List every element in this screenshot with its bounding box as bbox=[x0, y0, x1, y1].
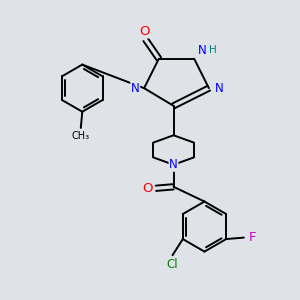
Text: N: N bbox=[169, 158, 178, 171]
Text: CH₃: CH₃ bbox=[72, 131, 90, 141]
Text: H: H bbox=[208, 46, 216, 56]
Text: Cl: Cl bbox=[167, 258, 178, 271]
Text: O: O bbox=[139, 25, 149, 38]
Text: O: O bbox=[142, 182, 152, 195]
Text: F: F bbox=[249, 231, 256, 244]
Text: N: N bbox=[198, 44, 207, 57]
Text: N: N bbox=[215, 82, 224, 95]
Text: N: N bbox=[131, 82, 140, 95]
